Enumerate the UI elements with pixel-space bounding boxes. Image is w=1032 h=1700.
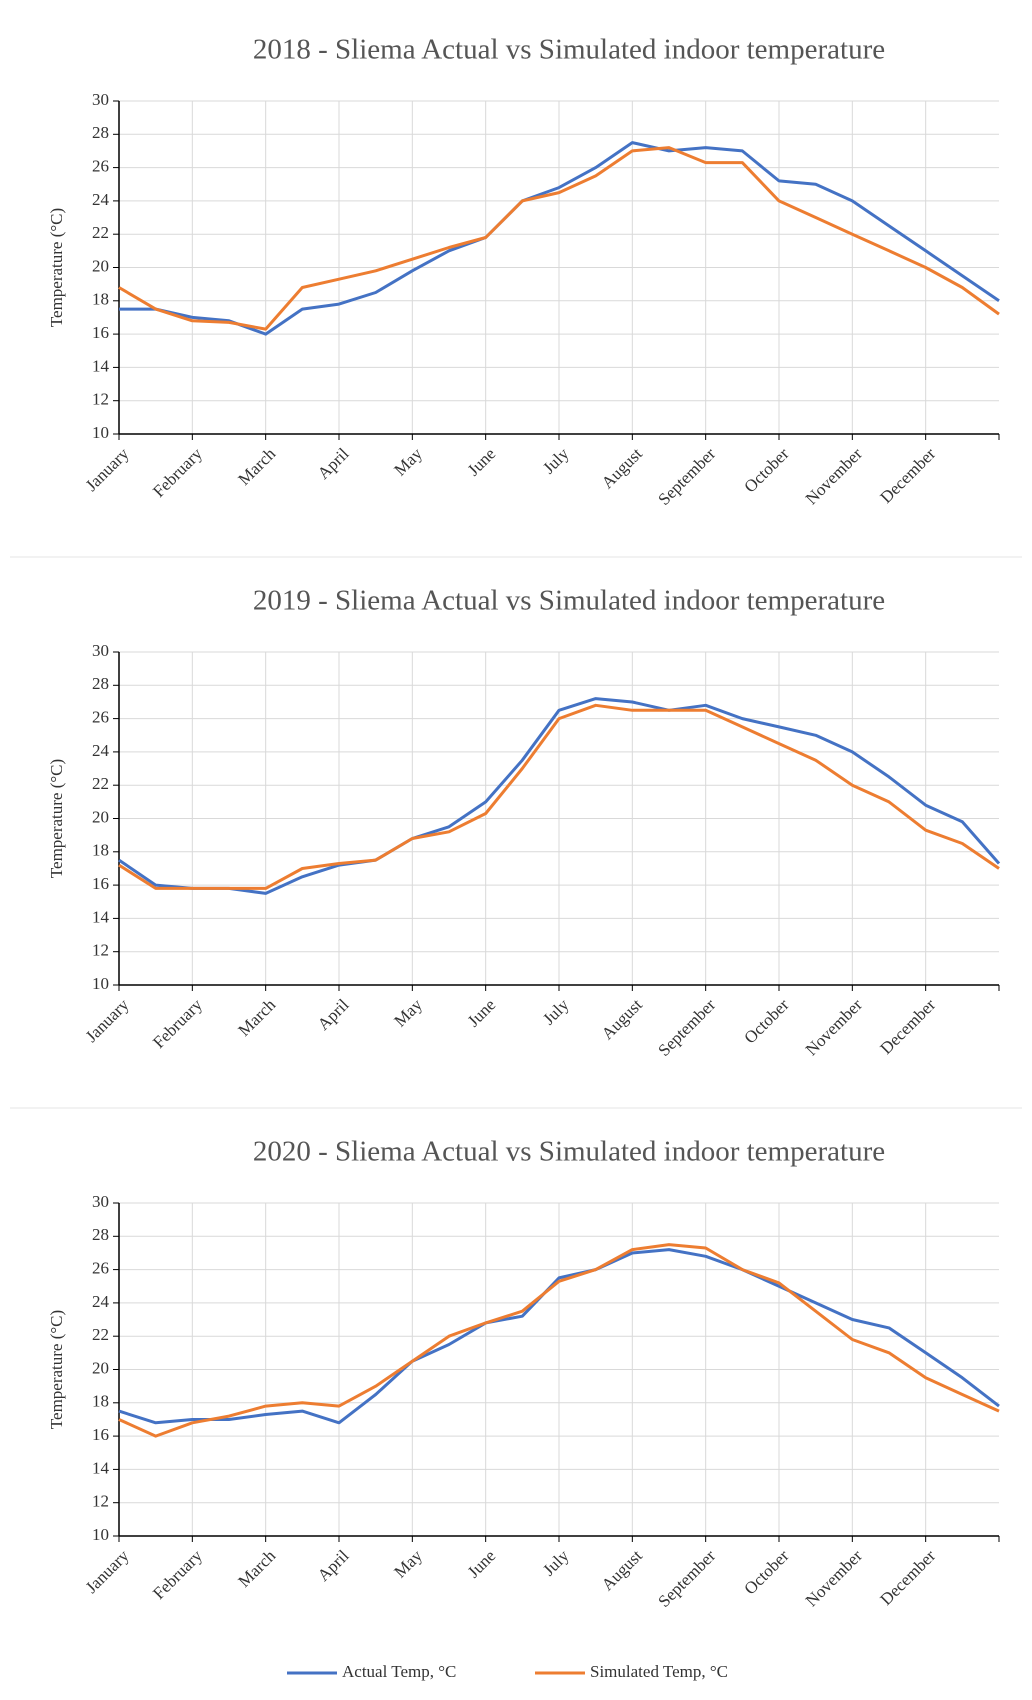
- y-tick-label: 12: [92, 390, 109, 409]
- y-tick-label: 28: [92, 674, 109, 693]
- series-line: [119, 141, 1000, 336]
- y-tick-label: 30: [92, 1192, 109, 1211]
- y-tick-label: 20: [92, 1358, 109, 1377]
- y-tick-label: 24: [92, 741, 110, 760]
- y-tick-label: 18: [92, 290, 109, 309]
- y-tick-label: 12: [92, 1492, 109, 1511]
- y-tick-label: 28: [92, 123, 109, 142]
- y-tick-label: 12: [92, 941, 109, 960]
- y-tick-label: 14: [92, 356, 110, 375]
- chart-title: 2019 - Sliema Actual vs Simulated indoor…: [253, 585, 885, 617]
- chart-title: 2020 - Sliema Actual vs Simulated indoor…: [253, 1136, 885, 1168]
- y-tick-label: 18: [92, 841, 109, 860]
- y-tick-label: 14: [92, 907, 110, 926]
- legend-label: Actual Temp, °C: [342, 1662, 456, 1681]
- y-axis-label: Temperature (°C): [47, 208, 66, 327]
- y-tick-label: 26: [92, 1259, 109, 1278]
- y-tick-label: 18: [92, 1392, 109, 1411]
- y-tick-label: 22: [92, 223, 109, 242]
- y-tick-label: 28: [92, 1225, 109, 1244]
- y-tick-label: 30: [92, 90, 109, 109]
- series-line: [118, 1248, 1000, 1425]
- y-tick-label: 20: [92, 256, 109, 275]
- y-tick-label: 24: [92, 1292, 110, 1311]
- y-tick-label: 10: [92, 1525, 109, 1544]
- y-tick-label: 24: [92, 190, 110, 209]
- y-tick-label: 30: [92, 641, 109, 660]
- y-tick-label: 14: [92, 1458, 110, 1477]
- y-tick-label: 26: [92, 708, 109, 727]
- y-tick-label: 26: [92, 157, 109, 176]
- y-tick-label: 20: [92, 807, 109, 826]
- y-tick-label: 10: [92, 423, 109, 442]
- y-axis-label: Temperature (°C): [47, 1310, 66, 1429]
- y-tick-label: 16: [92, 1425, 109, 1444]
- series-line: [118, 703, 1000, 890]
- series-line: [118, 146, 1000, 331]
- y-tick-label: 16: [92, 323, 109, 342]
- y-axis-label: Temperature (°C): [47, 759, 66, 878]
- y-tick-label: 22: [92, 1325, 109, 1344]
- series-line: [118, 697, 1001, 895]
- series-line: [118, 1243, 1000, 1438]
- legend-label: Simulated Temp, °C: [590, 1662, 728, 1681]
- y-tick-label: 16: [92, 874, 109, 893]
- y-tick-label: 10: [92, 974, 109, 993]
- y-tick-label: 22: [92, 774, 109, 793]
- chart-title: 2018 - Sliema Actual vs Simulated indoor…: [253, 34, 885, 66]
